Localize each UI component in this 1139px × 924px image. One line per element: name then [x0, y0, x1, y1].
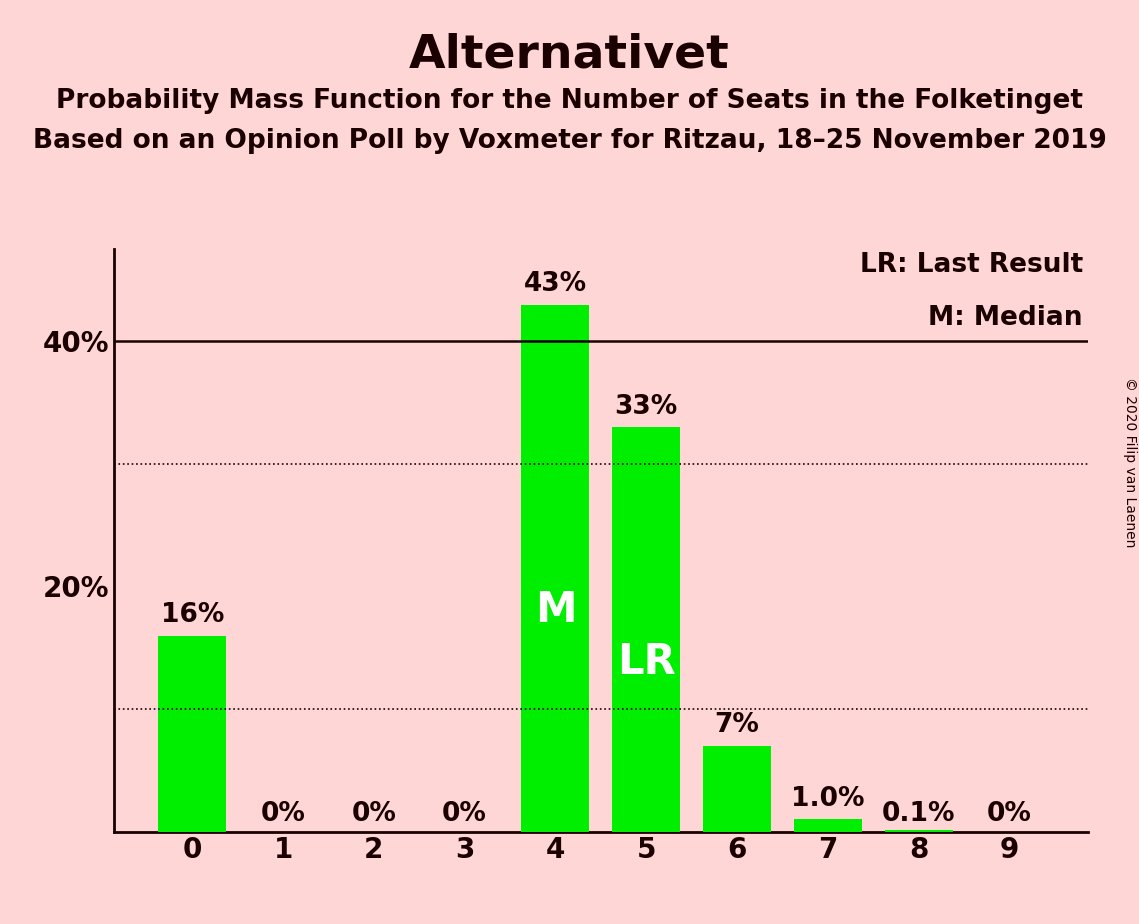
Text: 16%: 16%	[161, 602, 224, 628]
Text: 0%: 0%	[442, 801, 487, 827]
Text: 43%: 43%	[524, 272, 587, 298]
Text: LR: Last Result: LR: Last Result	[860, 252, 1083, 278]
Bar	[522, 305, 590, 832]
Text: 0%: 0%	[352, 801, 396, 827]
Bar	[794, 820, 862, 832]
Bar	[885, 831, 952, 832]
Text: 1.0%: 1.0%	[792, 786, 865, 812]
Text: M: M	[534, 590, 576, 631]
Text: 33%: 33%	[615, 394, 678, 419]
Text: LR: LR	[617, 640, 675, 683]
Text: Alternativet: Alternativet	[409, 32, 730, 78]
Text: M: Median: M: Median	[928, 305, 1083, 331]
Text: 0%: 0%	[988, 801, 1032, 827]
Text: Based on an Opinion Poll by Voxmeter for Ritzau, 18–25 November 2019: Based on an Opinion Poll by Voxmeter for…	[33, 128, 1106, 153]
Bar	[703, 746, 771, 832]
Bar	[612, 427, 680, 832]
Text: 0%: 0%	[261, 801, 305, 827]
Text: 0.1%: 0.1%	[882, 801, 956, 827]
Text: Probability Mass Function for the Number of Seats in the Folketinget: Probability Mass Function for the Number…	[56, 88, 1083, 114]
Text: 7%: 7%	[714, 712, 760, 738]
Bar	[158, 636, 227, 832]
Text: © 2020 Filip van Laenen: © 2020 Filip van Laenen	[1123, 377, 1137, 547]
